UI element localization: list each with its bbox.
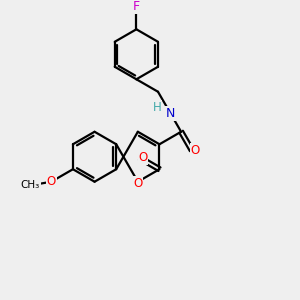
Text: CH₃: CH₃ — [21, 180, 40, 190]
Text: H: H — [153, 101, 162, 114]
Text: O: O — [190, 144, 200, 157]
Text: O: O — [47, 175, 56, 188]
Text: N: N — [166, 107, 175, 120]
Text: O: O — [133, 177, 142, 190]
Text: F: F — [133, 0, 140, 13]
Text: O: O — [138, 152, 148, 164]
